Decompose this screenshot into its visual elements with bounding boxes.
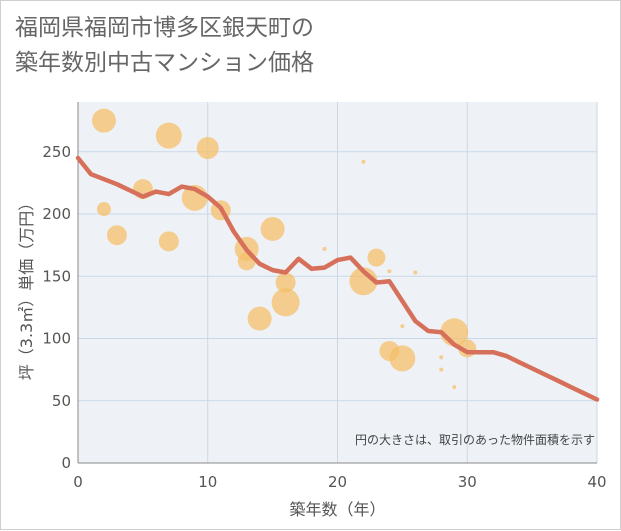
- bubble-point: [439, 355, 444, 360]
- bubble-point: [349, 267, 378, 296]
- trend-line: [75, 155, 600, 402]
- bubble-point: [96, 202, 111, 217]
- x-tick-label: 40: [587, 473, 606, 491]
- bubble-point: [271, 288, 300, 317]
- y-tick-label: 100: [42, 330, 71, 348]
- bubble-point: [158, 231, 179, 252]
- bubble-series: [91, 108, 477, 390]
- y-tick-label: 200: [42, 205, 71, 223]
- bubble-point: [196, 137, 219, 160]
- bubble-point: [155, 122, 182, 149]
- bubble-point: [413, 270, 418, 275]
- y-tick-label: 150: [42, 267, 71, 285]
- bubble-point: [400, 324, 405, 329]
- bubble-point: [322, 246, 327, 251]
- y-tick-label: 0: [61, 454, 71, 472]
- bubble-point: [367, 248, 386, 267]
- chart-title-line-2: 築年数別中古マンション価格: [15, 50, 314, 76]
- bubble-point: [387, 269, 392, 274]
- x-axis-label: 築年数（年）: [289, 500, 385, 519]
- x-tick-label: 30: [458, 473, 477, 491]
- y-tick-label: 250: [42, 143, 71, 161]
- bubble-point: [260, 216, 285, 241]
- x-tick-label: 0: [73, 473, 83, 491]
- bubble-point: [247, 306, 272, 331]
- bubble-point: [275, 272, 296, 293]
- bubble-point: [361, 159, 366, 164]
- bubble-point: [106, 225, 127, 246]
- x-tick-label: 10: [198, 473, 217, 491]
- y-tick-label: 50: [52, 392, 71, 410]
- x-tick-label: 20: [328, 473, 347, 491]
- bubble-point: [91, 108, 116, 133]
- chart-title: 福岡県福岡市博多区銀天町の 築年数別中古マンション価格: [15, 11, 575, 81]
- chart-title-line-1: 福岡県福岡市博多区銀天町の: [15, 15, 314, 41]
- bubble-point: [439, 367, 444, 372]
- y-axis-label: 坪（3.3㎡）単価（万円）: [17, 195, 36, 380]
- axis-ticks: 0 10 20 30 40 0 50 100 150 200 250: [42, 143, 606, 491]
- bubble-point: [452, 385, 457, 390]
- grid-lines: [77, 102, 598, 464]
- bubble-point: [389, 345, 416, 372]
- bubble-size-note: 円の大きさは、取引のあった物件面積を示す: [355, 432, 595, 447]
